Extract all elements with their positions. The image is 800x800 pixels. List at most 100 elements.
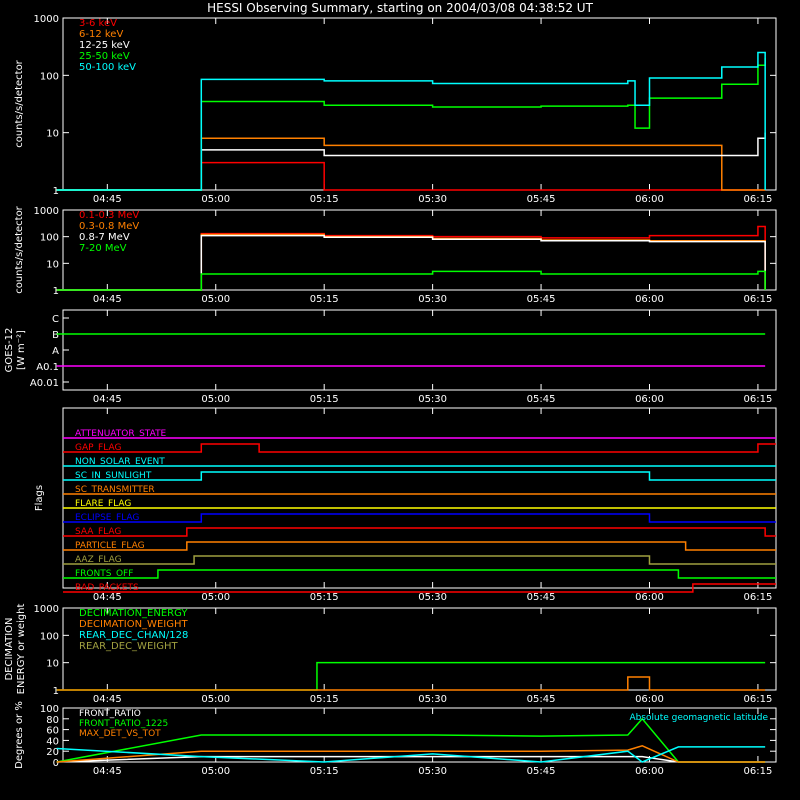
- flag-label: ATTENUATOR_STATE: [75, 429, 167, 439]
- panels: 04:45 05:00 05:15 05:30 05:45 06:00 06:1511010…: [4, 14, 777, 777]
- y-tick-label: 100: [40, 631, 59, 642]
- panel-3: 04:45 05:00 05:15 05:30 05:45 06:00 06:15 A0.01…: [4, 309, 777, 405]
- x-tick-label: 06:00: [635, 394, 664, 405]
- x-tick-label: 04:45: [93, 294, 122, 305]
- x-tick-label: 05:30: [418, 766, 447, 777]
- legend-entry: 0.1-0.3 MeV: [79, 210, 139, 221]
- panel-1: 04:45 05:00 05:15 05:30 05:45 06:00 06:15 1 10 10…: [14, 14, 777, 205]
- flag-line: [63, 513, 776, 523]
- y-axis-label: [W m⁻²]: [16, 330, 27, 370]
- flag-label: ECLIPSE_FLAG: [75, 513, 139, 523]
- x-tick-label: 05:45: [527, 394, 556, 405]
- y-axis-label: counts/s/detector: [14, 205, 25, 293]
- x-tick-label: 05:15: [310, 394, 339, 405]
- flag-label: NON_SOLAR_EVENT: [75, 457, 165, 467]
- x-tick-label: 05:30: [418, 294, 447, 305]
- legend-entry: 3-6 keV: [79, 18, 117, 29]
- y-axis-label: Degrees or %: [14, 701, 25, 769]
- x-tick-label: 04:45: [93, 194, 122, 205]
- panel-frame: [62, 209, 777, 291]
- flag-label: BAD_PACKETS: [75, 583, 139, 593]
- panel-5: 04:45 05:00 05:15 05:30 05:45 06:00 06:15 1 10 10…: [4, 604, 777, 705]
- x-tick-label: 05:00: [201, 194, 230, 205]
- legend-entry: FRONT_RATIO: [79, 709, 141, 719]
- panel-frame: [62, 407, 777, 589]
- legend-entry: REAR_DEC_CHAN/128: [79, 630, 188, 641]
- x-tick-label: 05:45: [527, 194, 556, 205]
- legend-entry: 50-100 keV: [79, 62, 136, 73]
- flag-label: SC_IN_SUNLIGHT: [75, 471, 152, 481]
- y-tick-label: 100: [40, 233, 59, 244]
- panel-frame: [62, 707, 777, 763]
- flag-line: [63, 555, 776, 565]
- x-tick-label: 05:00: [201, 294, 230, 305]
- legend-entry: MAX_DET_VS_TOT: [79, 729, 161, 739]
- x-tick-label: 05:45: [527, 766, 556, 777]
- x-tick-label: 05:45: [527, 294, 556, 305]
- legend-entry: DECIMATION_WEIGHT: [79, 619, 188, 630]
- legend-entry: 6-12 keV: [79, 29, 123, 40]
- series-line-0: [56, 161, 766, 191]
- x-tick-label: 06:00: [635, 592, 664, 603]
- y-tick-label: 10: [46, 659, 59, 670]
- x-tick-label: 05:00: [201, 394, 230, 405]
- y-tick-label: 1000: [34, 14, 59, 25]
- x-tick-label: 06:15: [744, 194, 773, 205]
- y-tick-label: 1: [53, 186, 59, 197]
- x-tick-label: 06:00: [635, 194, 664, 205]
- panel-frame: [62, 309, 777, 391]
- y-axis-label: DECIMATION: [4, 617, 15, 680]
- series-line-2: [56, 132, 766, 191]
- y-tick-label: 1000: [34, 604, 59, 615]
- x-tick-label: 05:00: [201, 766, 230, 777]
- y-axis-label: counts/s/detector: [14, 59, 25, 147]
- x-tick-label: 05:15: [310, 694, 339, 705]
- legend-entry: 7-20 MeV: [79, 243, 127, 254]
- x-tick-label: 06:00: [635, 694, 664, 705]
- x-tick-label: 04:45: [93, 394, 122, 405]
- flag-label: PARTICLE_FLAG: [75, 541, 145, 551]
- legend-entry: FRONT_RATIO_1225: [79, 719, 168, 729]
- flag-line: [63, 541, 776, 551]
- flag-label: AAZ_FLAG: [75, 555, 122, 565]
- y-tick-label: 1: [53, 286, 59, 297]
- flag-label: GAP_FLAG: [75, 443, 121, 453]
- y-tick-label: A0.1: [36, 362, 59, 373]
- y-axis-label: Flags: [34, 485, 45, 511]
- panel-6: 04:45 05:00 05:15 05:30 05:45 06:00 06:15 02040…: [14, 701, 777, 777]
- legend-entry: REAR_DEC_WEIGHT: [79, 641, 178, 652]
- y-axis-label: ENERGY or weight: [16, 604, 27, 695]
- series-line-2: [56, 745, 766, 763]
- x-tick-label: 06:00: [635, 294, 664, 305]
- annotation-label: Absolute geomagnetic latitude: [629, 713, 768, 723]
- series-line-0: [56, 225, 766, 291]
- series-line-2: [56, 234, 766, 291]
- x-tick-label: 05:00: [201, 592, 230, 603]
- y-tick-label: 0: [53, 758, 59, 769]
- y-tick-label: 100: [40, 71, 59, 82]
- panel-4: 04:45 05:00 05:15 05:30 05:45 06:00 06:15 Flags…: [34, 407, 777, 603]
- series-line-1: [56, 233, 766, 291]
- y-tick-label: A0.01: [30, 378, 59, 389]
- y-tick-label: 80: [46, 715, 59, 726]
- y-tick-label: 1000: [34, 206, 59, 217]
- y-tick-label: 60: [46, 726, 59, 737]
- legend-entry: 0.8-7 MeV: [79, 232, 130, 243]
- x-tick-label: 06:15: [744, 766, 773, 777]
- x-tick-label: 06:15: [744, 592, 773, 603]
- y-tick-label: C: [52, 314, 59, 325]
- flag-line: [63, 583, 776, 593]
- flag-label: FLARE_FLAG: [75, 499, 131, 509]
- x-tick-label: 04:45: [93, 694, 122, 705]
- legend-entry: 25-50 keV: [79, 51, 130, 62]
- series-line-3: [56, 746, 766, 763]
- x-tick-label: 05:00: [201, 694, 230, 705]
- x-tick-label: 05:15: [310, 592, 339, 603]
- series-line-0: [56, 755, 766, 763]
- y-tick-label: 1: [53, 686, 59, 697]
- flag-line: [63, 443, 776, 453]
- x-tick-label: 05:30: [418, 194, 447, 205]
- y-tick-label: 20: [46, 747, 59, 758]
- y-tick-label: 10: [46, 129, 59, 140]
